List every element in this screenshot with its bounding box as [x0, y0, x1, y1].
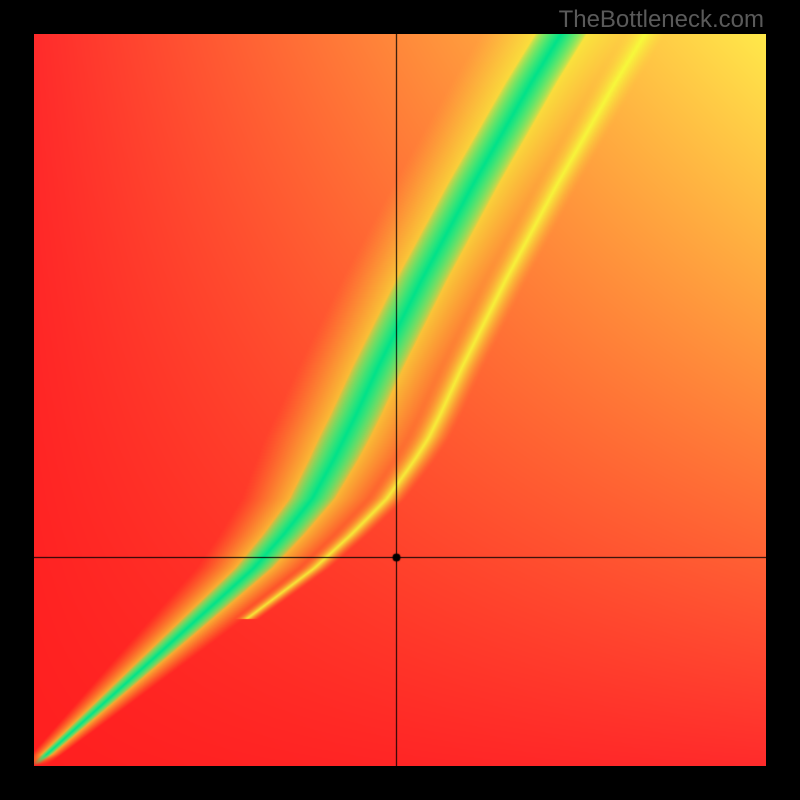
bottleneck-heatmap — [34, 34, 766, 766]
chart-container: TheBottleneck.com — [0, 0, 800, 800]
watermark-text: TheBottleneck.com — [559, 6, 764, 34]
